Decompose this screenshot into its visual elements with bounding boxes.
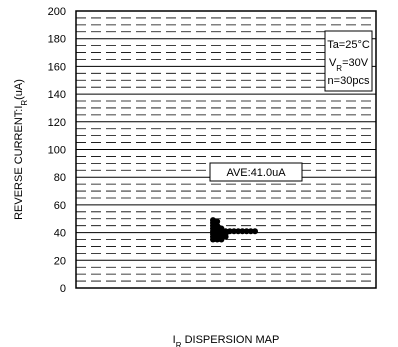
y-tick-label: 140 <box>48 89 66 101</box>
y-tick-label: 20 <box>54 255 66 267</box>
data-point <box>222 228 229 235</box>
condition-sample-count: n=30pcs <box>328 75 370 87</box>
data-point <box>247 228 254 235</box>
conditions-box: Ta=25°C VR=30V n=30pcs <box>324 30 373 92</box>
conditions-box-frame <box>324 30 373 92</box>
data-point <box>235 228 242 235</box>
x-axis-title: IR DISPERSION MAP <box>173 334 280 347</box>
y-tick-label: 120 <box>48 117 66 129</box>
average-box: AVE:41.0uA <box>209 162 303 182</box>
y-tick-label: 0 <box>60 283 66 295</box>
y-tick-label: 80 <box>54 172 66 184</box>
average-label: AVE:41.0uA <box>226 167 286 179</box>
data-point <box>243 228 250 235</box>
data-point <box>239 228 246 235</box>
average-box-frame <box>209 162 303 182</box>
data-point <box>231 228 237 235</box>
grid-lines <box>76 17 376 282</box>
data-points <box>210 217 258 243</box>
data-point <box>226 228 233 235</box>
data-point <box>252 228 258 235</box>
y-tick-label: 180 <box>48 34 66 46</box>
y-tick-label: 40 <box>54 228 66 240</box>
condition-voltage: VR=30V <box>329 57 369 73</box>
y-axis-label: REVERSE CURRENT:IR(uA) <box>13 79 29 220</box>
y-tick-label: 60 <box>54 200 66 212</box>
y-tick-label: 200 <box>48 6 66 18</box>
y-tick-labels: 0 20 40 60 80 100 120 140 160 180 200 <box>48 6 66 295</box>
y-tick-label: 100 <box>48 145 66 157</box>
plot-frame <box>75 10 377 289</box>
data-point <box>214 218 221 225</box>
y-tick-label: 160 <box>48 61 66 73</box>
condition-temperature: Ta=25°C <box>327 39 370 51</box>
